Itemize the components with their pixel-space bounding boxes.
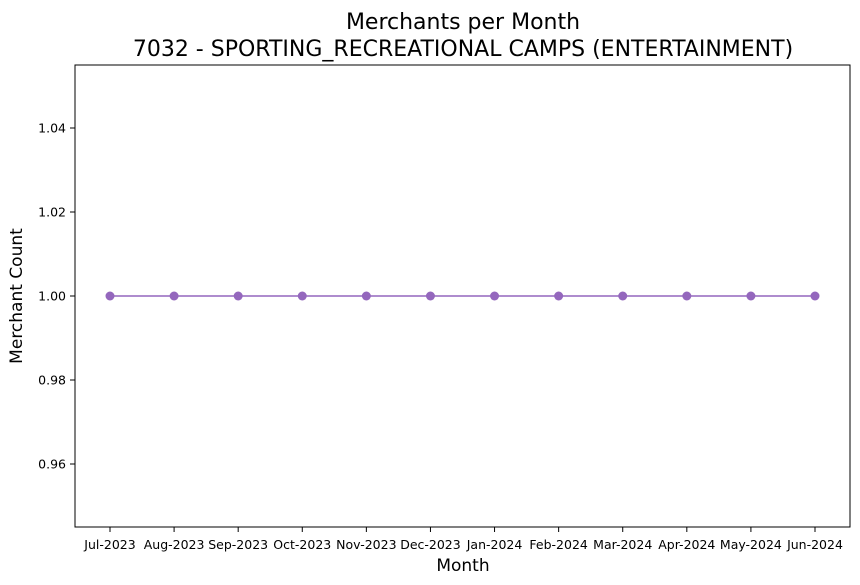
data-point bbox=[682, 291, 692, 301]
x-tick-label: Jun-2024 bbox=[786, 537, 843, 552]
y-tick-label: 1.04 bbox=[38, 121, 66, 136]
y-tick-label: 0.98 bbox=[38, 373, 66, 388]
data-point bbox=[169, 291, 179, 301]
y-tick-label: 0.96 bbox=[38, 457, 66, 472]
chart-subtitle: 7032 - SPORTING_RECREATIONAL CAMPS (ENTE… bbox=[133, 37, 793, 62]
data-point bbox=[297, 291, 307, 301]
data-point bbox=[810, 291, 820, 301]
x-tick-label: Apr-2024 bbox=[658, 537, 715, 552]
x-tick-label: Feb-2024 bbox=[529, 537, 588, 552]
x-tick-label: Nov-2023 bbox=[336, 537, 396, 552]
x-tick-label: May-2024 bbox=[720, 537, 782, 552]
data-point bbox=[361, 291, 371, 301]
data-point bbox=[490, 291, 500, 301]
data-point bbox=[233, 291, 243, 301]
y-axis-label: Merchant Count bbox=[7, 228, 27, 364]
x-axis-label: Month bbox=[436, 556, 489, 576]
y-tick-label: 1.02 bbox=[38, 205, 66, 220]
data-point bbox=[618, 291, 628, 301]
x-tick-label: Aug-2023 bbox=[144, 537, 205, 552]
x-tick-label: Mar-2024 bbox=[593, 537, 652, 552]
x-tick-label: Oct-2023 bbox=[273, 537, 331, 552]
y-tick-label: 1.00 bbox=[38, 289, 66, 304]
x-tick-label: Jan-2024 bbox=[466, 537, 523, 552]
x-tick-label: Dec-2023 bbox=[400, 537, 461, 552]
x-tick-label: Jul-2023 bbox=[83, 537, 135, 552]
data-point bbox=[425, 291, 435, 301]
data-point bbox=[554, 291, 564, 301]
data-point bbox=[105, 291, 115, 301]
data-point bbox=[746, 291, 756, 301]
x-tick-label: Sep-2023 bbox=[208, 537, 268, 552]
chart-title: Merchants per Month bbox=[346, 10, 580, 35]
